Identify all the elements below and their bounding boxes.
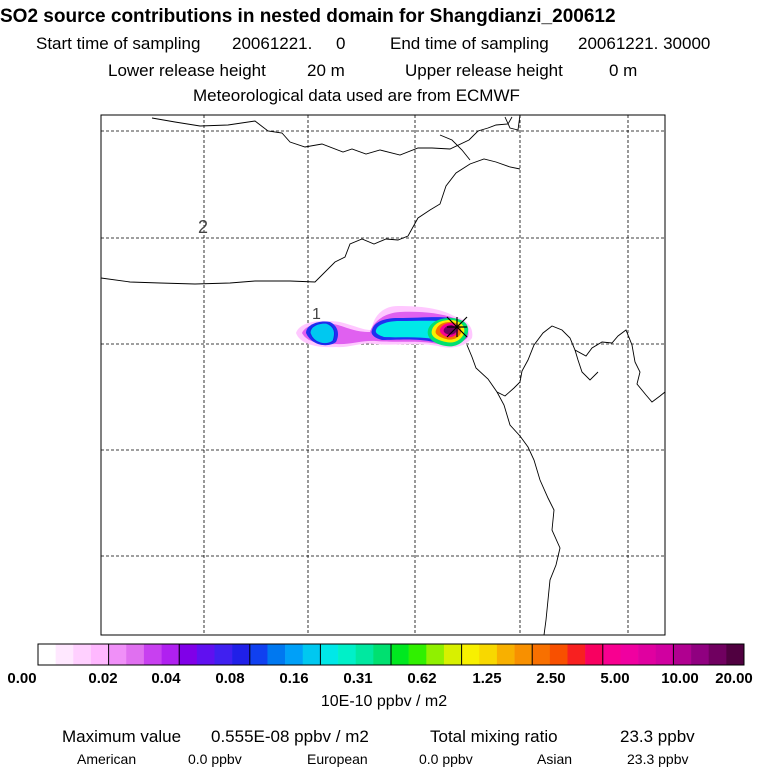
total-mixing-value: 23.3 ppbv [620,727,695,746]
colorbar-tick: 20.00 [715,670,753,687]
plot-title: SO2 source contributions in nested domai… [0,6,616,27]
colorbar-tick: 0.02 [88,670,118,687]
colorbar-tick: 0.16 [279,670,309,687]
boundaries [101,115,665,635]
asian-value: 23.3 ppbv [627,751,689,767]
colorbar-swatch [408,644,427,665]
colorbar-swatch [108,644,127,665]
colorbar-tick: 0.08 [215,670,245,687]
colorbar-swatch [602,644,621,665]
american-label: American [77,751,137,767]
colorbar-swatch [638,644,657,665]
colorbar-swatch [426,644,445,665]
asian-label: Asian [537,751,573,767]
colorbar-swatch [691,644,709,665]
colorbar-tick: 5.00 [600,670,630,687]
colorbar-swatch [708,644,727,665]
contour-label-1: 1 [312,306,321,323]
colorbar-swatch [232,644,251,665]
colorbar-swatch [196,644,215,665]
colorbar-swatch [302,644,321,665]
colorbar-swatch [479,644,498,665]
upper-release-value: 0 m [609,61,638,80]
colorbar-swatch [73,644,92,665]
colorbar-tick: 0.00 [7,670,37,687]
colorbar-units: 10E-10 ppbv / m2 [320,693,448,710]
american-value: 0.0 ppbv [188,751,242,767]
colorbar-swatch [673,644,692,665]
colorbar-swatch [179,644,198,665]
colorbar-tick: 0.04 [151,670,181,687]
colorbar-tick: 2.50 [536,670,566,687]
colorbar [37,643,745,666]
coastline [466,325,665,403]
contour-label-2: 2 [198,217,208,237]
border-line [101,158,521,285]
colorbar-swatch [143,644,162,665]
colorbar-swatch [355,644,374,665]
colorbar-swatch [514,644,533,665]
border-line [439,134,471,161]
max-value: 0.555E-08 ppbv / m2 [211,727,369,746]
colorbar-swatch [267,644,286,665]
colorbar-swatch [496,644,515,665]
colorbar-border [37,643,745,666]
end-time-value: 20061221. 30000 [578,34,711,53]
x-marker [446,316,468,338]
lower-release-label: Lower release height [108,61,266,80]
coastline [574,349,599,381]
colorbar-swatch [549,644,568,665]
colorbar-tick: 10.00 [661,670,699,687]
colorbar-swatch [655,644,674,665]
start-time-label: Start time of sampling [36,34,201,53]
total-mixing-label: Total mixing ratio [430,727,558,746]
colorbar-swatch [391,644,409,665]
border-line [504,115,521,131]
end-time-label: End time of sampling [390,34,549,53]
colorbar-tick: 0.31 [343,670,373,687]
border-line [151,116,513,156]
start-time-value: 20061221. 0 [232,34,346,53]
colorbar-swatch [443,644,462,665]
european-label: European [307,751,368,767]
colorbar-swatch [338,644,356,665]
colorbar-swatch [373,644,392,665]
colorbar-swatch [320,644,339,665]
colorbar-swatch [567,644,586,665]
colorbar-swatch [55,644,74,665]
lower-release-value: 20 m [307,61,345,80]
colorbar-swatch [161,644,180,665]
colorbar-swatch [620,644,639,665]
colorbar-swatch [249,644,268,665]
graticule [101,115,665,635]
colorbar-swatch [285,644,304,665]
map-frame [100,114,666,636]
max-value-label: Maximum value [62,727,182,746]
colorbar-swatch [214,644,233,665]
colorbar-swatch [585,644,604,665]
colorbar-swatch [38,644,56,665]
upper-release-label: Upper release height [405,61,563,80]
colorbar-swatch [126,644,145,665]
european-value: 0.0 ppbv [419,751,473,767]
colorbar-swatch [461,644,480,665]
met-data-text: Meteorological data used are from ECMWF [193,86,520,105]
colorbar-swatch [90,644,109,665]
colorbar-swatch [532,644,551,665]
colorbar-tick: 0.62 [407,670,437,687]
plume-contour [309,322,335,345]
plume-field [296,306,473,348]
colorbar-swatch [726,644,745,665]
colorbar-tick: 1.25 [472,670,502,687]
coastline [496,391,561,635]
